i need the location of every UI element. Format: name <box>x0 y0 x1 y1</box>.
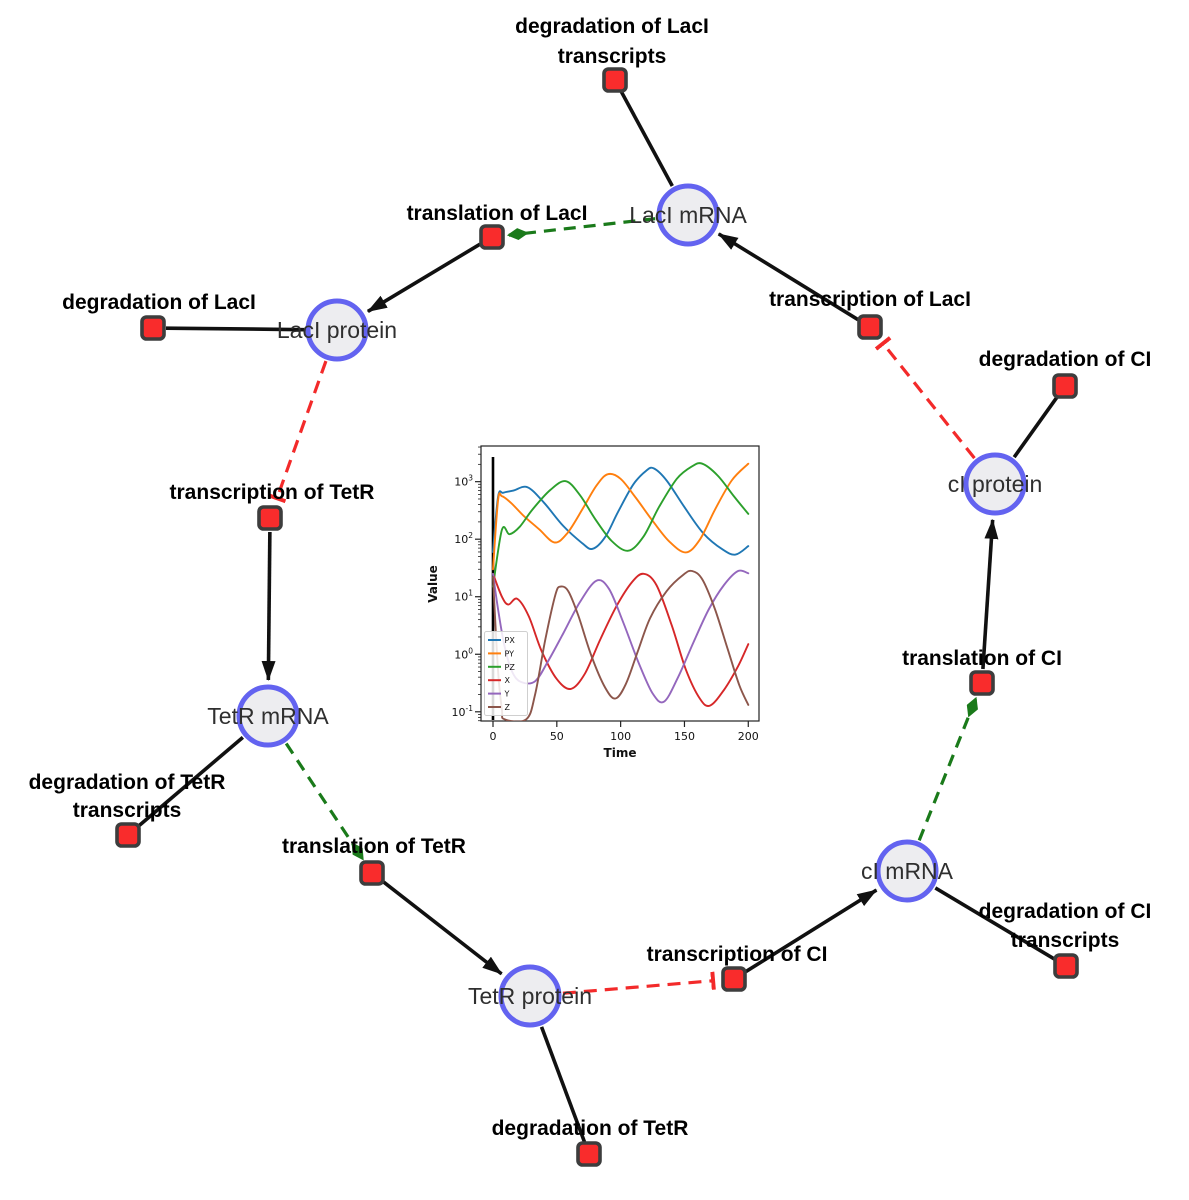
species-node-laci-protein[interactable] <box>305 298 369 362</box>
edge-translation-laci-to-laci-protein <box>366 242 481 314</box>
x-axis-title: Time <box>604 746 637 760</box>
edge-ci-mrna-to-deg-ci-tx <box>934 886 1056 961</box>
edge-ci-mrna-to-translation-ci <box>917 696 978 841</box>
reaction-label-translation-ci: translation of CI <box>902 647 1062 670</box>
legend-label-y: Y <box>504 690 510 699</box>
reaction-node-deg-tetr[interactable] <box>576 1141 602 1167</box>
species-label-ci-mrna: cI mRNA <box>861 858 954 884</box>
edge-transcription-laci-to-laci-mrna <box>717 232 860 322</box>
reaction-label-transcription-ci: transcription of CI <box>647 943 828 966</box>
x-tick-label: 50 <box>550 730 564 743</box>
reaction-label-translation-laci: translation of LacI <box>407 202 588 225</box>
series-line-py <box>492 462 750 571</box>
x-tick-label: 200 <box>738 730 759 743</box>
reaction-label-deg-tetr: degradation of TetR <box>492 1117 689 1140</box>
species-label-tetr-mrna: TetR mRNA <box>207 703 329 729</box>
legend-label-z: Z <box>505 703 511 712</box>
species-label-laci-protein: LacI protein <box>277 317 397 343</box>
edge-transcription-tetr-to-tetr-mrna <box>261 531 276 682</box>
reaction-label-translation-tetr: translation of TetR <box>282 835 466 858</box>
edge-laci-protein-to-deg-laci <box>165 326 305 332</box>
species-node-ci-mrna[interactable] <box>875 839 939 903</box>
x-axis: 0 50 100 150 200 <box>489 721 759 743</box>
legend-label-x: X <box>505 676 511 685</box>
labels-layer: LacI mRNA LacI protein TetR mRNA TetR prote… <box>29 15 1152 1140</box>
reaction-label-deg-laci: degradation of LacI <box>62 291 256 314</box>
reaction-node-transcription-tetr[interactable] <box>257 505 283 531</box>
reaction-label-transcription-tetr: transcription of TetR <box>170 481 375 504</box>
reaction-label-deg-ci: degradation of CI <box>979 348 1152 371</box>
series-line-z <box>492 569 750 721</box>
edge-laci-mrna-to-translation-laci <box>506 217 656 241</box>
x-tick-label: 100 <box>610 730 631 743</box>
species-node-ci-protein[interactable] <box>963 452 1027 516</box>
reaction-node-transcription-laci[interactable] <box>857 314 883 340</box>
edges-layer <box>136 90 1059 1143</box>
legend-label-py: PY <box>505 649 515 658</box>
nodes-layer <box>115 67 1079 1167</box>
reaction-label-deg-ci-tx: degradation of CI transcripts <box>979 900 1152 952</box>
x-tick-label: 0 <box>489 730 496 743</box>
series-line-pz <box>492 462 750 588</box>
y-axis-title: Value <box>426 565 440 603</box>
species-node-tetr-protein[interactable] <box>498 964 562 1028</box>
edge-tetr-protein-to-deg-tetr <box>539 1026 587 1143</box>
edge-transcription-ci-to-ci-mrna <box>744 888 878 974</box>
species-label-ci-protein: cI protein <box>948 471 1043 497</box>
reaction-node-deg-laci[interactable] <box>140 315 166 341</box>
reaction-label-deg-laci-tx: degradation of LacI transcripts <box>515 15 709 68</box>
reaction-node-translation-laci[interactable] <box>479 224 505 250</box>
reaction-label-transcription-laci: transcription of LacI <box>769 288 971 311</box>
reaction-node-translation-ci[interactable] <box>969 670 995 696</box>
edge-ci-protein-to-transcription-laci <box>874 336 976 460</box>
edge-translation-tetr-to-tetr-protein <box>381 880 503 976</box>
chart-legend: PX PY PZ XYZ <box>484 631 528 716</box>
edge-ci-protein-to-deg-ci <box>1012 395 1059 459</box>
edge-tetr-mrna-to-translation-tetr <box>284 742 364 861</box>
reaction-node-deg-tetr-tx[interactable] <box>115 822 141 848</box>
x-tick-label: 150 <box>674 730 695 743</box>
reaction-node-transcription-ci[interactable] <box>721 966 747 992</box>
species-label-tetr-protein: TetR protein <box>468 983 592 1009</box>
legend-label-pz: PZ <box>505 663 516 672</box>
series-line-px <box>492 466 750 556</box>
reaction-node-deg-ci-tx[interactable] <box>1053 953 1079 979</box>
edge-tetr-protein-to-transcription-ci <box>562 971 716 995</box>
reaction-node-deg-laci-tx[interactable] <box>602 67 628 93</box>
species-label-laci-mrna: LacI mRNA <box>629 202 747 228</box>
reaction-label-deg-tetr-tx: degradation of TetR transcripts <box>29 771 226 822</box>
reaction-node-translation-tetr[interactable] <box>359 860 385 886</box>
edge-tetr-mrna-to-deg-tetr-tx <box>136 736 245 828</box>
edge-laci-mrna-to-deg-laci-tx <box>619 90 674 187</box>
edge-laci-protein-to-transcription-tetr <box>267 360 328 504</box>
species-node-laci-mrna[interactable] <box>656 183 720 247</box>
edge-translation-ci-to-ci-protein <box>981 518 999 670</box>
reaction-node-deg-ci[interactable] <box>1052 373 1078 399</box>
species-node-tetr-mrna[interactable] <box>236 684 300 748</box>
legend-label-px: PX <box>505 636 516 645</box>
